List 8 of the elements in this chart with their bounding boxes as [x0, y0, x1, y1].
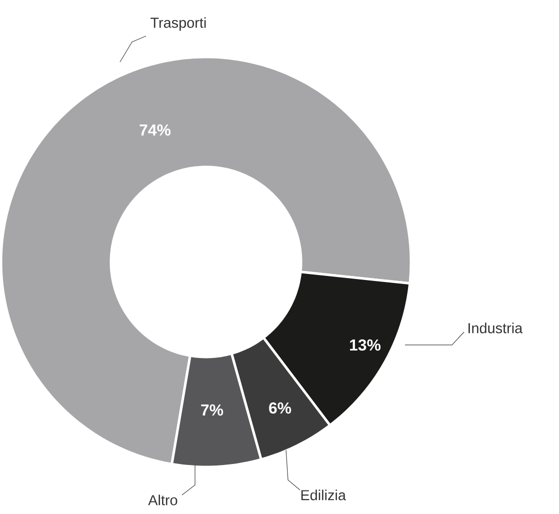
- slice-label: Industria: [468, 322, 523, 334]
- data-label: 74%: [140, 124, 171, 136]
- slice-label: Altro: [148, 494, 178, 506]
- data-label: 13%: [350, 339, 381, 351]
- data-label: 6%: [269, 402, 292, 414]
- slice-label: Trasporti: [150, 17, 206, 31]
- slice-label: Edilizia: [301, 490, 346, 500]
- data-label: 7%: [201, 404, 224, 416]
